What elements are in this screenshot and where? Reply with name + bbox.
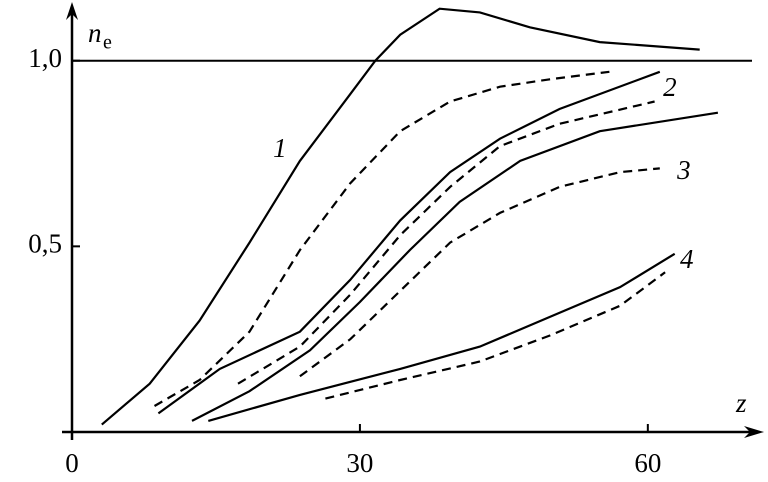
curve xyxy=(101,7,700,426)
y-axis-arrow xyxy=(66,2,78,20)
curve-label: 4 xyxy=(680,244,694,274)
curve xyxy=(153,70,610,407)
x-tick-label: 30 xyxy=(346,448,373,478)
curve-label: 2 xyxy=(663,72,677,102)
y-axis-label: n xyxy=(88,18,102,48)
curve xyxy=(325,271,666,400)
curve xyxy=(237,100,655,385)
curve xyxy=(207,252,676,422)
y-tick-label: 1,0 xyxy=(28,43,62,73)
x-tick-label: 0 xyxy=(65,448,79,478)
curve xyxy=(299,167,660,378)
x-axis-arrow xyxy=(744,426,764,438)
curve-label: 3 xyxy=(676,155,691,185)
x-axis-label: z xyxy=(735,388,747,418)
curve-label: 1 xyxy=(273,133,287,163)
curve xyxy=(157,70,661,415)
y-tick-label: 0,5 xyxy=(28,229,62,259)
y-axis-label-subscript: e xyxy=(103,32,112,54)
curve xyxy=(191,111,719,422)
x-tick-label: 60 xyxy=(634,448,661,478)
